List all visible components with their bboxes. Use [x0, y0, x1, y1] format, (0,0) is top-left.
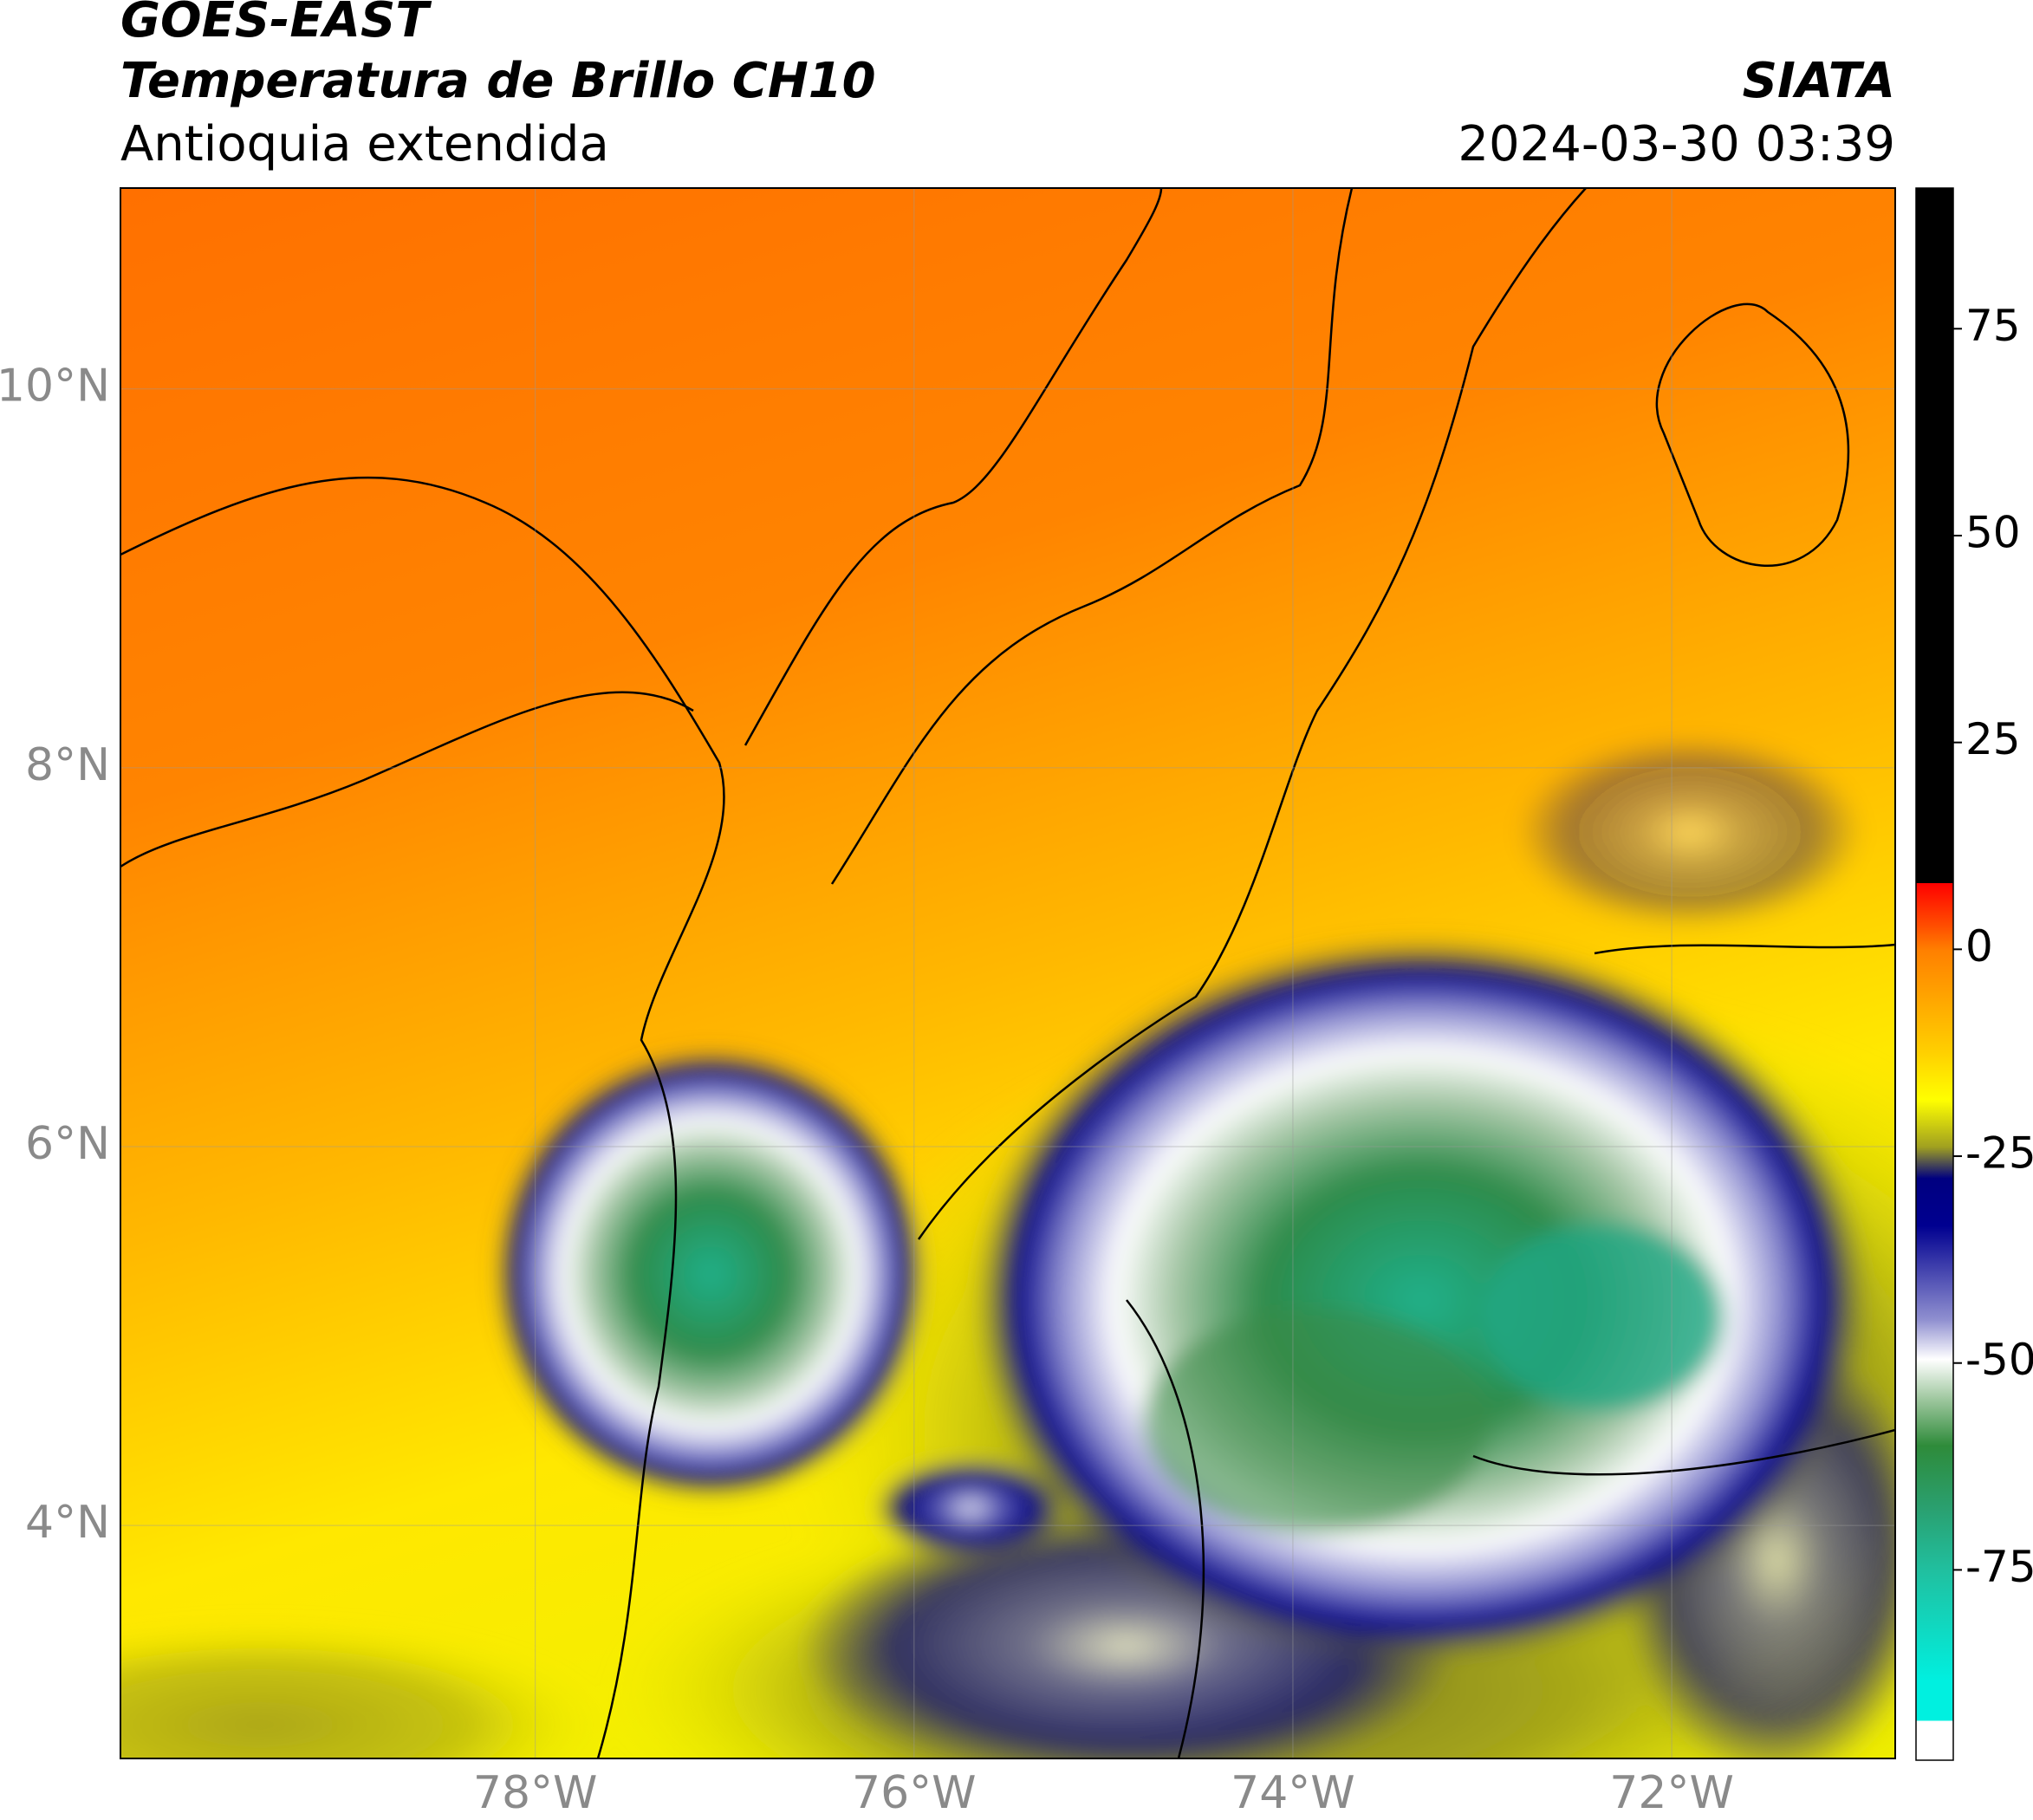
- peninsula: [1655, 302, 1850, 567]
- x-tick-label: 78°W: [473, 1767, 598, 1819]
- x-tick-label: 76°W: [852, 1767, 977, 1819]
- colorbar-tick-label: 50: [1965, 507, 2021, 557]
- x-tick-label: 72°W: [1609, 1767, 1734, 1819]
- colorbar-tick-label: 0: [1965, 921, 1993, 972]
- colorbar-tick-label: 75: [1965, 301, 2021, 351]
- colorbar-tick-label: -50: [1965, 1335, 2033, 1385]
- colorbar-tick-label: -75: [1965, 1542, 2033, 1592]
- map-frame: [120, 187, 1896, 1759]
- x-tick-label: 74°W: [1231, 1767, 1355, 1819]
- y-tick-label: 6°N: [25, 1118, 110, 1170]
- border-line: [744, 188, 1163, 746]
- colorbar-tick-label: -25: [1965, 1128, 2033, 1179]
- y-tick-label: 10°N: [0, 361, 110, 413]
- satellite-name: GOES-EAST: [120, 0, 432, 49]
- coastline: [120, 691, 694, 868]
- y-tick-label: 4°N: [25, 1497, 110, 1549]
- border-line: [917, 188, 1587, 1240]
- source-name: SIATA: [1743, 53, 1895, 109]
- colorbar: [1915, 187, 1954, 1761]
- timestamp: 2024-03-30 03:39: [1458, 116, 1895, 172]
- y-tick-label: 8°N: [25, 739, 110, 791]
- region-name: Antioquia extendida: [120, 116, 609, 172]
- colorbar-tick-label: 25: [1965, 714, 2021, 764]
- coastline: [120, 476, 725, 1758]
- border-line: [830, 188, 1354, 885]
- map-image: [120, 188, 1895, 1758]
- graticule: [120, 188, 1895, 1758]
- border-line: [1126, 943, 1895, 1758]
- product-title: Temperatura de Brillo CH10: [120, 53, 876, 109]
